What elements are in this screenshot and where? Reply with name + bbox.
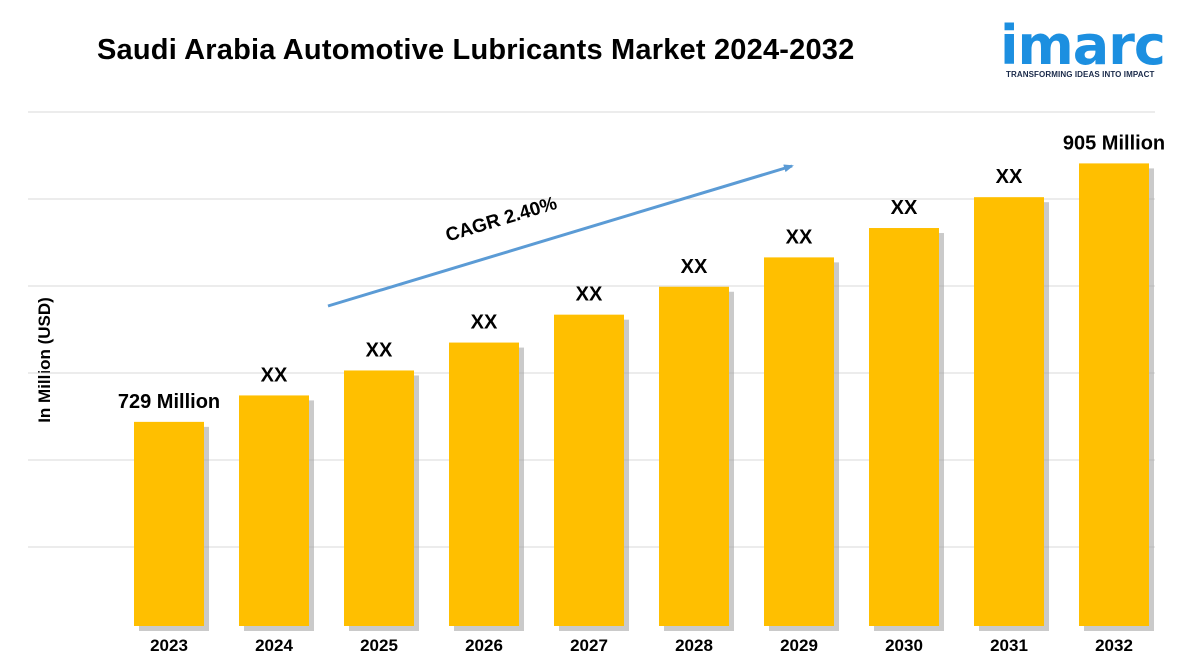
data-label-2025: XX	[366, 339, 393, 361]
x-tick-2027: 2027	[570, 636, 608, 655]
bar-2023	[134, 421, 204, 626]
x-tick-2032: 2032	[1095, 636, 1133, 655]
x-tick-2029: 2029	[780, 636, 818, 655]
data-label-2027: XX	[576, 284, 603, 306]
bar-2027	[554, 314, 624, 626]
logo-wordmark: imarc	[1000, 14, 1166, 77]
data-label-2030: XX	[891, 197, 918, 219]
bar-2029	[764, 257, 834, 626]
data-labels: 729 Million XX XX XX XX XX XX XX XX 905 Million	[118, 132, 1165, 412]
data-label-2031: XX	[996, 166, 1023, 188]
data-label-2032: 905 Million	[1063, 132, 1165, 154]
x-tick-2024: 2024	[255, 636, 293, 655]
logo-tagline: TRANSFORMING IDEAS INTO IMPACT	[1006, 70, 1155, 79]
bar-2030	[869, 228, 939, 626]
x-tick-2025: 2025	[360, 636, 398, 655]
x-tick-2028: 2028	[675, 636, 713, 655]
x-tick-2031: 2031	[990, 636, 1028, 655]
cagr-arrow	[327, 164, 794, 308]
x-tick-2030: 2030	[885, 636, 923, 655]
data-label-2029: XX	[786, 226, 813, 248]
bar-2026	[449, 342, 519, 626]
x-tick-labels: 2023 2024 2025 2026 2027 2028 2029 2030 2031 2032	[150, 636, 1133, 655]
imarc-logo: imarc TRANSFORMING IDEAS INTO IMPACT	[1000, 14, 1185, 84]
cagr-label: CAGR 2.40%	[443, 193, 559, 246]
x-tick-2026: 2026	[465, 636, 503, 655]
bar-2032	[1079, 163, 1149, 626]
data-label-2026: XX	[471, 312, 498, 334]
bar-2024	[239, 395, 309, 626]
bar-2025	[344, 370, 414, 626]
bars	[134, 163, 1154, 632]
bar-2028	[659, 286, 729, 626]
cagr-annotation: CAGR 2.40%	[327, 164, 794, 308]
chart-title: Saudi Arabia Automotive Lubricants Marke…	[97, 34, 855, 66]
x-tick-2023: 2023	[150, 636, 188, 655]
data-label-2023: 729 Million	[118, 391, 220, 413]
data-label-2024: XX	[261, 364, 288, 386]
bar-2031	[974, 197, 1044, 627]
data-label-2028: XX	[681, 256, 708, 278]
